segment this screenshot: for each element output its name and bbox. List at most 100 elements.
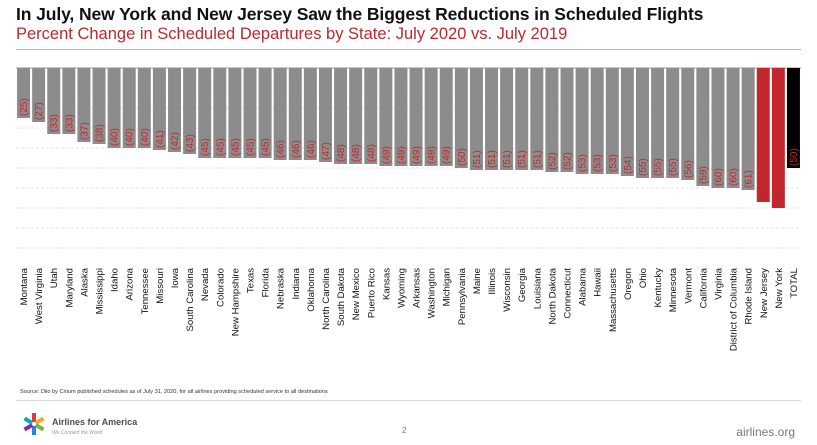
category-label: West Virginia [34, 267, 45, 324]
bar [454, 68, 468, 168]
category-label: Ohio [638, 268, 649, 288]
data-label: (47) [321, 142, 332, 160]
category-label: Washington [427, 268, 438, 318]
data-label: (49) [381, 146, 392, 164]
bar [152, 68, 166, 150]
data-label: (53) [608, 154, 619, 172]
data-label: (45) [245, 138, 256, 156]
bar [122, 68, 136, 148]
category-label: Hawaii [593, 268, 604, 297]
category-label: Kentucky [653, 268, 664, 308]
category-label: Alaska [79, 267, 90, 296]
category-label: Colorado [215, 268, 226, 307]
bar [243, 68, 257, 158]
data-label: (48) [366, 144, 377, 162]
category-label: Utah [49, 268, 60, 288]
data-label: (70) [774, 188, 785, 206]
chart-title: In July, New York and New Jersey Saw the… [16, 4, 704, 24]
bar [17, 68, 31, 118]
data-label: (41) [155, 130, 166, 148]
data-label: (67) [759, 182, 770, 200]
category-label: Indiana [291, 267, 302, 299]
bar [439, 68, 453, 166]
category-label: TOTAL [789, 267, 800, 298]
category-label: District of Columbia [729, 267, 740, 351]
data-label: (51) [487, 150, 498, 168]
data-label: (49) [412, 146, 423, 164]
bar [107, 68, 121, 148]
data-label: (61) [744, 170, 755, 188]
category-label: North Dakota [547, 267, 558, 324]
data-label: (54) [623, 156, 634, 174]
bar [92, 68, 106, 144]
category-label: Illinois [487, 268, 498, 295]
category-label: Arizona [125, 267, 136, 300]
category-label: Rhode Island [744, 268, 755, 325]
data-label: (37) [79, 122, 90, 140]
bar [47, 68, 61, 134]
category-label: Maryland [64, 268, 75, 307]
category-label: Vermont [683, 268, 694, 304]
data-label: (55) [668, 158, 679, 176]
bar [560, 68, 574, 172]
bar [485, 68, 499, 170]
title-divider [16, 49, 801, 50]
bar [726, 68, 740, 188]
category-label: Oregon [623, 268, 634, 300]
data-label: (46) [306, 140, 317, 158]
data-label: (52) [547, 152, 558, 170]
bar [334, 68, 348, 164]
category-label: Connecticut [563, 268, 574, 319]
category-label: South Dakota [336, 267, 347, 326]
footer-divider [16, 400, 801, 401]
category-label: Massachusetts [608, 268, 619, 332]
bar [137, 68, 151, 148]
data-labels: (25) (27) (33) (33) (37) (38) (40) (40) (40) (41)… [19, 98, 800, 206]
data-label: (40) [140, 128, 151, 146]
category-label: South Carolina [185, 267, 196, 331]
data-label: (50) [457, 148, 468, 166]
bar [500, 68, 514, 170]
bar [530, 68, 544, 170]
bars [17, 68, 800, 208]
page-number: 2 [402, 426, 407, 435]
a4a-logo-icon [23, 413, 45, 435]
data-label: (50) [789, 148, 800, 166]
data-label: (33) [49, 114, 60, 132]
bar [424, 68, 438, 166]
bar [620, 68, 634, 176]
bar [786, 68, 800, 168]
bar [288, 68, 302, 160]
bar [198, 68, 212, 158]
data-label: (38) [95, 124, 106, 142]
category-label: Florida [261, 267, 272, 297]
data-label: (46) [291, 140, 302, 158]
bar [575, 68, 589, 174]
data-label: (43) [185, 134, 196, 152]
data-label: (45) [215, 138, 226, 156]
category-label: Wyoming [396, 268, 407, 308]
category-labels: Montana West Virginia Utah Maryland Alaska Mi… [19, 267, 800, 351]
bar [394, 68, 408, 166]
category-label: Texas [245, 268, 256, 293]
bar-chart: (25) (27) (33) (33) (37) (38) (40) (40) (40) (41)… [16, 67, 801, 351]
data-label: (48) [351, 144, 362, 162]
bar [168, 68, 181, 152]
category-label: Louisiana [532, 267, 543, 309]
category-label: New York [774, 268, 785, 309]
bar [636, 68, 649, 178]
category-label: Montana [19, 267, 30, 305]
source-note: Source: Diio by Cirium published schedul… [20, 389, 328, 395]
category-label: New Jersey [759, 268, 770, 318]
data-label: (48) [336, 144, 347, 162]
site-link[interactable]: airlines.org [736, 425, 795, 439]
data-label: (56) [683, 160, 694, 178]
data-label: (45) [261, 138, 272, 156]
category-label: Maine [472, 268, 483, 294]
data-label: (40) [125, 128, 136, 146]
category-label: Michigan [442, 268, 453, 306]
bar [711, 68, 725, 188]
category-label: Oklahoma [306, 267, 317, 311]
logo-name: Airlines for America [52, 417, 138, 427]
data-label: (59) [698, 166, 709, 184]
